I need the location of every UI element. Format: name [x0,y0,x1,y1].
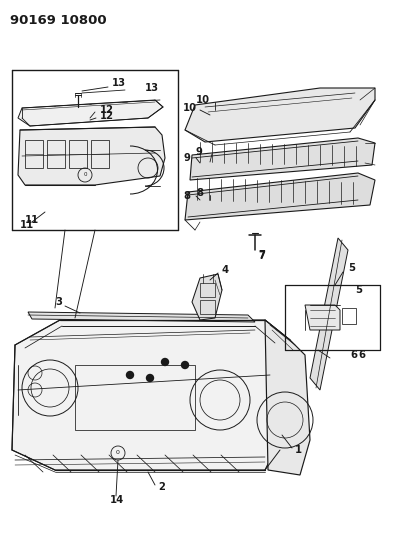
Bar [91,140,109,168]
Text: 4: 4 [222,265,229,275]
Text: 10: 10 [183,103,197,113]
Circle shape [181,361,188,368]
Circle shape [147,375,154,382]
Text: 5: 5 [348,263,355,273]
Text: 6: 6 [350,350,357,360]
Text: 8: 8 [196,188,203,198]
Bar [75,365,195,430]
Text: 0: 0 [83,173,87,177]
Text: 1: 1 [295,445,302,455]
Text: 13: 13 [112,78,126,88]
Text: 9: 9 [183,153,190,163]
Text: 6: 6 [358,350,365,360]
Bar [25,140,43,168]
Polygon shape [18,127,165,185]
Polygon shape [18,100,163,126]
Bar [200,283,215,297]
Polygon shape [28,312,255,322]
Text: 13: 13 [145,83,159,93]
Text: 9: 9 [196,147,203,157]
Text: 12: 12 [100,105,114,115]
Text: 8: 8 [183,191,190,201]
Text: 5: 5 [355,285,362,295]
Polygon shape [12,320,290,470]
Text: 12: 12 [100,111,114,121]
Text: 2: 2 [158,482,165,492]
Bar [69,140,87,168]
Polygon shape [192,274,222,320]
Polygon shape [265,320,310,475]
Text: 11: 11 [25,215,39,225]
Polygon shape [185,88,375,142]
Text: 3: 3 [55,297,62,307]
Text: 7: 7 [258,250,265,260]
Polygon shape [185,173,375,220]
Circle shape [126,372,134,378]
Polygon shape [305,305,340,330]
Circle shape [162,359,169,366]
Text: 7: 7 [258,251,265,261]
Text: 14: 14 [110,495,124,505]
Polygon shape [190,138,375,180]
Text: 10: 10 [196,95,210,105]
Text: 0: 0 [116,450,120,456]
Text: 90169 10800: 90169 10800 [10,14,107,27]
Bar [342,308,356,324]
Text: 11: 11 [20,220,34,230]
Bar [47,140,65,168]
Bar [200,300,215,314]
Polygon shape [310,238,348,390]
